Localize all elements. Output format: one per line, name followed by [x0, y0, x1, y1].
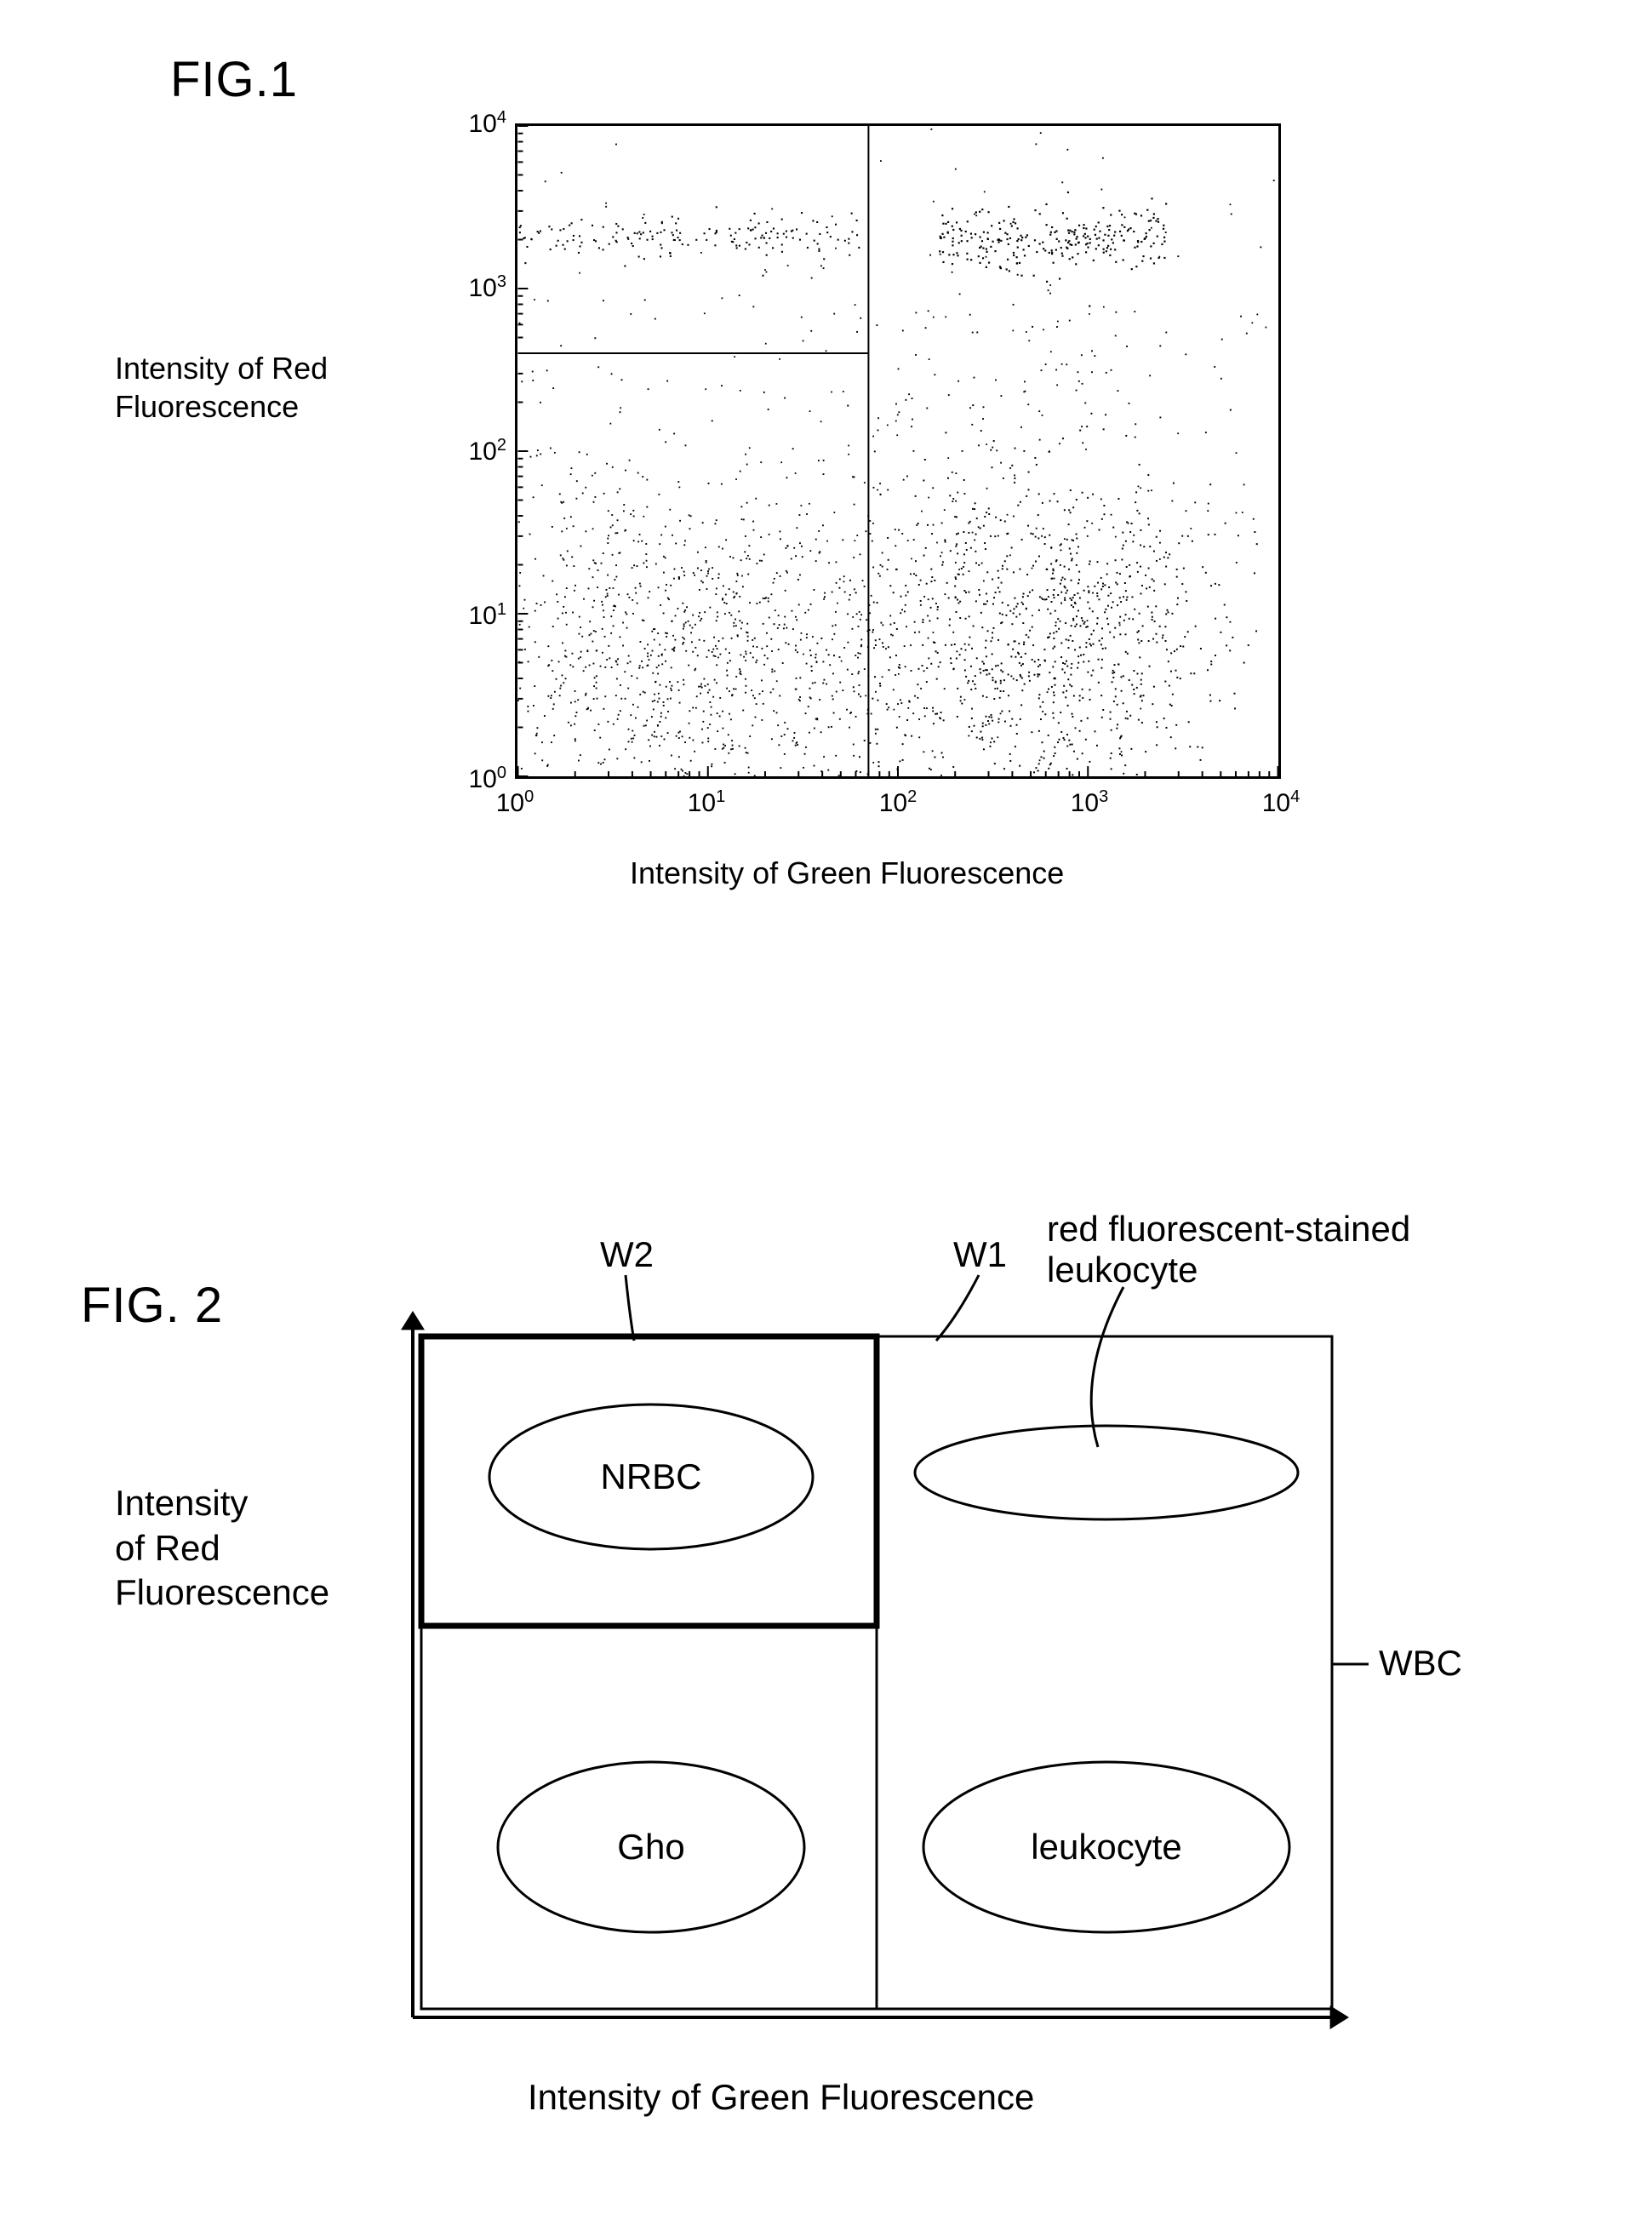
- fig2-ellipse-label-NRBC: NRBC: [600, 1456, 701, 1497]
- fig1-label: FIG.1: [170, 51, 298, 108]
- fig2-xlabel: Intensity of Green Fluorescence: [528, 2077, 1034, 2118]
- fig1-ytick-2: 102: [455, 436, 506, 466]
- fig1-xtick-1: 101: [688, 787, 726, 818]
- fig2-ellipse-red_leuko: [915, 1426, 1298, 1519]
- fig2-ellipse-label-Gho: Gho: [617, 1827, 684, 1868]
- fig1-xtick-4: 104: [1262, 787, 1300, 818]
- fig2-ellipse-label-leukocyte: leukocyte: [1031, 1827, 1181, 1868]
- fig1-ytick-4: 104: [455, 108, 506, 139]
- fig2-red-stained-line2: leukocyte: [1047, 1250, 1198, 1290]
- fig2-svg: [387, 1302, 1358, 2043]
- fig1-svg: [517, 126, 1278, 776]
- fig1-xlabel: Intensity of Green Fluorescence: [630, 855, 1064, 891]
- fig2-ylabel-line3: Fluorescence: [115, 1572, 329, 1612]
- fig2-wbc-label: WBC: [1379, 1643, 1462, 1684]
- fig1-xtick-3: 103: [1071, 787, 1109, 818]
- fig2-label: FIG. 2: [81, 1277, 223, 1334]
- fig1-scatter-plot: [515, 123, 1281, 779]
- fig2-w2-label: W2: [600, 1234, 654, 1275]
- fig2-red-stained-label: red fluorescent-stained leukocyte: [1047, 1209, 1410, 1291]
- fig2-w1-label: W1: [953, 1234, 1007, 1275]
- fig2-ylabel-line1: Intensity: [115, 1483, 248, 1523]
- fig1-ylabel: Intensity of Red Fluorescence: [115, 349, 328, 426]
- fig1-xtick-2: 102: [879, 787, 917, 818]
- fig1-ytick-0: 100: [455, 764, 506, 794]
- fig1-ylabel-line1: Intensity of Red: [115, 351, 328, 386]
- fig2-ylabel: Intensity of Red Fluorescence: [115, 1481, 329, 1616]
- fig1-ytick-1: 101: [455, 600, 506, 631]
- fig2-red-stained-line1: red fluorescent-stained: [1047, 1209, 1410, 1249]
- fig2-diagram: [387, 1302, 1358, 2043]
- fig1-ylabel-line2: Fluorescence: [115, 389, 299, 424]
- fig1-ytick-3: 103: [455, 272, 506, 303]
- fig2-ylabel-line2: of Red: [115, 1528, 220, 1568]
